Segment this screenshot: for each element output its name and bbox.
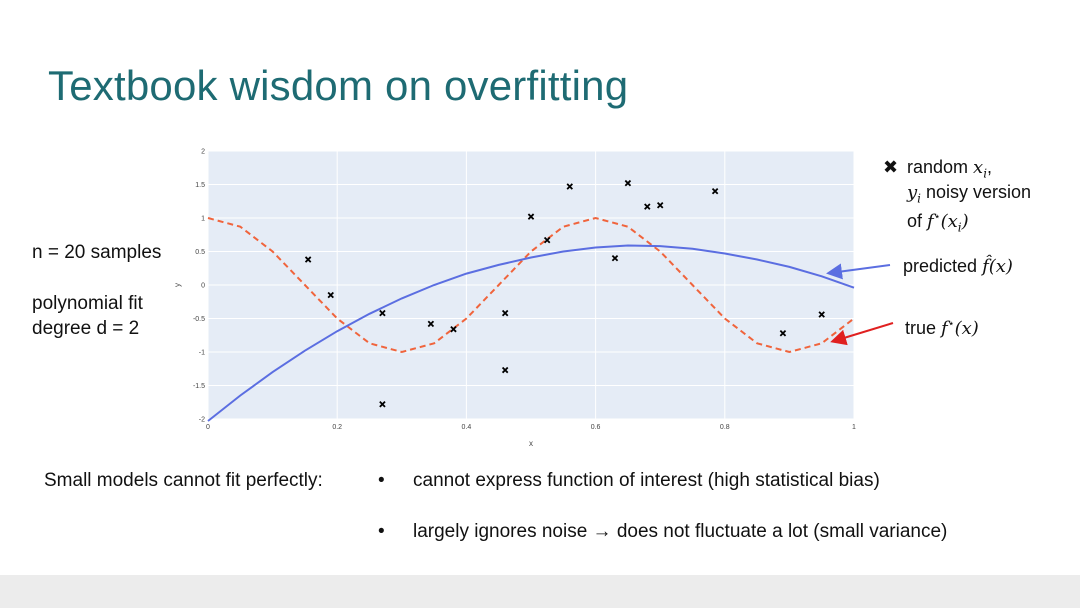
bullet-1-symbol: •: [378, 470, 385, 491]
samples-note: n = 20 samples: [32, 242, 162, 263]
sample-point: [379, 401, 386, 408]
predicted-arrow: [826, 263, 891, 280]
y-tick-label: -1: [199, 350, 205, 357]
y-tick-label: 2: [201, 149, 205, 156]
y-tick-label: 1.5: [195, 182, 205, 189]
sample-point: [527, 213, 535, 220]
bullet-2-symbol: •: [378, 521, 385, 542]
sample-point: [543, 236, 551, 244]
x-tick-label: 0.8: [720, 424, 730, 431]
y-tick-label: 1: [201, 216, 205, 223]
true-arrow: [830, 322, 894, 346]
sample-point: [779, 330, 787, 337]
y-tick-label: -1.5: [193, 383, 205, 390]
sample-point: [644, 203, 651, 210]
samples-legend-line3: of f⋆(xi): [907, 211, 969, 235]
sample-point: [304, 256, 312, 263]
samples-legend-line2: yi noisy version: [907, 182, 1032, 206]
true-legend: true f⋆(x): [905, 318, 979, 339]
sample-point: [427, 320, 435, 328]
sample-point: [818, 311, 825, 318]
sample-point: [624, 179, 632, 187]
grid-layer: [207, 150, 855, 420]
bullet-2-text: largely ignores noise → does not fluctua…: [413, 521, 948, 542]
sample-marker-layer: [304, 179, 825, 408]
sample-point: [379, 309, 386, 317]
sample-point: [711, 187, 719, 195]
y-tick-label: 0.5: [195, 249, 205, 256]
samples-legend-marker: ✖: [883, 157, 899, 177]
bottom-intro: Small models cannot fit perfectly:: [44, 470, 323, 491]
tick-label-layer: 0 0.2 0.4 0.6 0.8 1 2 1.5 1 0.5 0 -0.5 -1 -1.5 -2: [193, 149, 856, 432]
samples-legend-line1: random xi,: [907, 157, 993, 181]
y-tick-label: 0: [201, 283, 205, 290]
predicted-legend: predicted f̂(x): [903, 256, 1013, 277]
x-tick-label: 0: [206, 424, 210, 431]
fit-note-line2: degree d = 2: [32, 318, 140, 339]
slide-title: Textbook wisdom on overfitting: [48, 62, 629, 109]
fit-note-line1: polynomial fit: [32, 293, 143, 314]
series-layer: [207, 216, 855, 422]
overfitting-chart: 0 0.2 0.4 0.6 0.8 1 2 1.5 1 0.5 0 -0.5 -1 -1.5 -2 x y: [173, 149, 894, 448]
y-tick-label: -0.5: [193, 316, 205, 323]
x-tick-label: 1: [852, 424, 856, 431]
slide: Textbook wisdom on overfitting n = 20 sa…: [32, 62, 1032, 542]
x-tick-label: 0.4: [462, 424, 472, 431]
footer-bar: [0, 575, 1080, 608]
sample-point: [566, 183, 573, 190]
sample-point: [450, 325, 457, 333]
predicted-function-curve: [207, 244, 855, 422]
y-tick-label: -2: [199, 417, 205, 424]
bullet-1-text: cannot express function of interest (hig…: [413, 470, 880, 491]
x-tick-label: 0.6: [591, 424, 601, 431]
x-tick-label: 0.2: [332, 424, 342, 431]
sample-point: [501, 309, 509, 317]
sample-point: [611, 254, 619, 262]
y-axis-label: y: [173, 283, 182, 287]
annotation-arrows: [826, 263, 894, 346]
x-axis-label: x: [529, 439, 533, 448]
sample-point: [501, 366, 509, 374]
sample-point: [327, 291, 334, 299]
sample-point: [656, 202, 664, 209]
